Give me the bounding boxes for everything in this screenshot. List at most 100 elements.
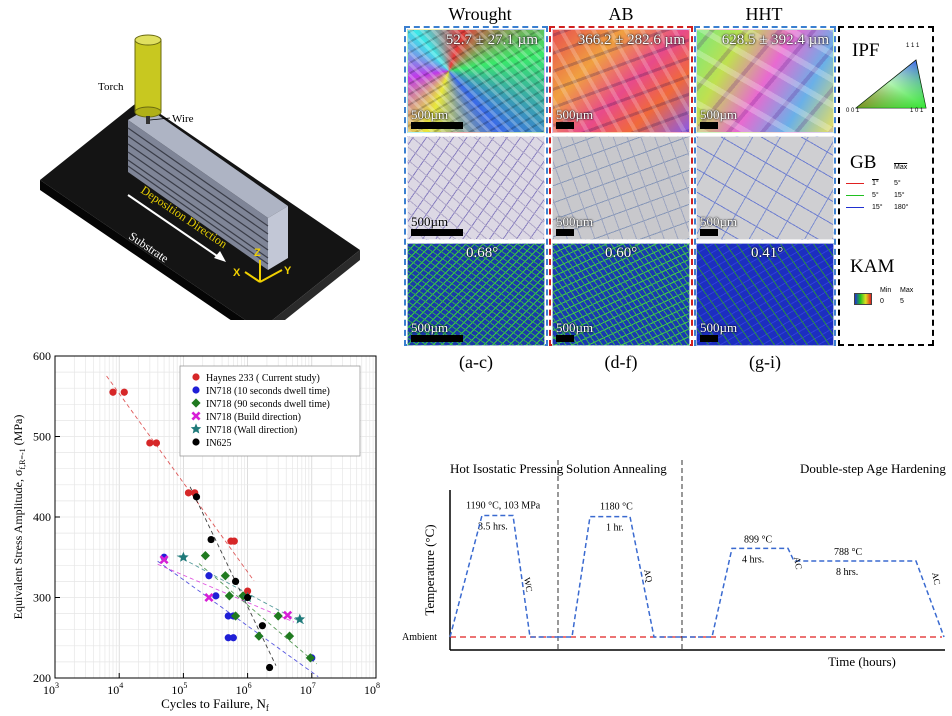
ipf-map-wrought: 52.7 ± 27.1 µm 500µm [407, 29, 545, 133]
ht-ambient-label: Ambient [402, 632, 437, 643]
ht-hip-temp: 1190 °C, 103 MPa [466, 500, 541, 511]
sn-data-point [273, 611, 283, 621]
ebsd-column-title-hht: HHT [745, 4, 783, 24]
kam-legend-title: KAM [850, 256, 895, 277]
ipf-map-hht: 628.5 ± 392.4 µm 500µm [696, 29, 834, 133]
sn-ytick-label: 400 [33, 510, 51, 524]
sn-legend-marker [191, 398, 201, 408]
gb-min-low: 1° [872, 179, 879, 187]
sn-data-point [178, 551, 189, 562]
sn-data-point [207, 535, 215, 544]
grain-size-hht: 628.5 ± 392.4 µm [721, 32, 829, 48]
ht-hip-cool: WC [522, 577, 534, 593]
sn-data-point [212, 592, 220, 600]
sn-data-point [254, 631, 264, 641]
scale-label: 500µm [700, 214, 738, 229]
sn-legend-marker [190, 423, 202, 434]
ht-profile-hip [449, 514, 558, 638]
sn-data-point [224, 591, 234, 601]
ht-age-hold2: 8 hrs. [836, 567, 858, 578]
wire-label: Wire [172, 113, 194, 125]
ebsd-column-title-ab: AB [608, 4, 634, 24]
scale-label: 500µm [411, 214, 449, 229]
ipf-corner-101: 1 0 1 [910, 108, 924, 114]
sn-ytick-label: 500 [33, 430, 51, 444]
sn-trend-line [189, 486, 277, 666]
axis-x-label: X [233, 267, 241, 279]
sn-data-point [220, 571, 230, 581]
ebsd-legend: IPF 0 0 1 1 0 1 1 1 1 GB Max 1° 5° 5° 15… [838, 26, 934, 346]
gb-map-hht: 500µm [696, 136, 834, 240]
sn-xtick-label: 107 [300, 681, 316, 697]
sn-legend-label: IN718 (10 seconds dwell time) [206, 386, 330, 397]
sn-data-point [244, 593, 252, 602]
gb-max-high: 180° [894, 203, 909, 211]
scale-label: 500µm [700, 320, 738, 335]
gb-legend-rows: 1° 5° 5° 15° 15° 180° [846, 177, 930, 213]
sn-data-point [204, 592, 214, 603]
kam-value-hht: 0.41° [751, 245, 784, 261]
ipf-legend-title: IPF [852, 40, 880, 61]
substrate-plate-side [272, 250, 360, 320]
sn-ytick-label: 600 [33, 349, 51, 363]
sn-legend-label: IN625 [206, 438, 232, 449]
sn-legend-label: IN718 (Build direction) [206, 412, 301, 423]
gb-swatch-low [846, 182, 864, 184]
ht-age-hold1: 4 hrs. [742, 554, 764, 565]
sn-data-point [229, 634, 237, 642]
kam-map-wrought: 0.68° 500µm [407, 243, 545, 346]
sn-data-point [146, 439, 154, 447]
sn-trend-line [198, 563, 318, 665]
gb-min-high: 15° [872, 203, 883, 211]
sn-data-point [192, 493, 201, 501]
sn-data-point [305, 653, 315, 663]
sn-legend-marker [192, 438, 200, 446]
caption-hht: (g-i) [749, 352, 781, 372]
waam-schematic: Torch Wire Deposition Direction Substrat… [40, 34, 360, 320]
kam-value-wrought: 0.68° [466, 245, 499, 261]
ht-stage-title: Double-step Age Hardening [800, 461, 946, 476]
kam-colorbar [854, 293, 872, 305]
ht-sa-hold: 1 hr. [606, 523, 624, 534]
scale-label: 500µm [556, 214, 594, 229]
sn-data-point [284, 631, 295, 641]
sn-trend-line [157, 560, 319, 678]
gb-max-mid: 15° [894, 191, 905, 199]
sn-legend-marker [192, 373, 200, 381]
sn-data-point [120, 388, 128, 396]
sn-data-point [244, 587, 252, 595]
kam-min-value: 0 [880, 298, 884, 305]
gb-max-low: 5° [894, 179, 901, 187]
ht-xlabel: Time (hours) [828, 654, 896, 669]
kam-map-ab: 0.60° 500µm [552, 243, 690, 346]
sn-data-point [294, 613, 306, 624]
sn-data-point [230, 537, 238, 545]
ht-stage-title: Hot Isostatic Pressing [450, 461, 564, 476]
sn-data-point [258, 622, 266, 630]
deposited-wall [127, 108, 288, 270]
scale-label: 500µm [411, 320, 449, 335]
caption-ab: (d-f) [604, 352, 638, 372]
ht-sa-cool: AQ [642, 568, 655, 583]
sn-data-point [152, 439, 161, 447]
gb-legend-title: GB [850, 152, 877, 173]
caption-wrought: (a-c) [459, 352, 493, 372]
sn-data-point [231, 577, 240, 585]
ht-stage-title: Solution Annealing [566, 461, 667, 476]
sn-xtick-label: 108 [364, 681, 380, 697]
sn-legend-marker [191, 411, 201, 421]
sn-ytick-label: 300 [33, 591, 51, 605]
axes-triad [244, 260, 283, 283]
sn-ytick-label: 200 [33, 671, 51, 685]
gb-map-wrought: 500µm [407, 136, 545, 240]
sn-legend-box [179, 365, 361, 457]
sn-data-point [224, 634, 232, 642]
scale-label: 500µm [556, 320, 594, 335]
sn-xtick-label: 106 [236, 681, 252, 697]
gb-swatch-high [846, 206, 864, 208]
sn-trend-line [157, 563, 295, 623]
ht-age-temp2: 788 °C [834, 547, 862, 558]
ipf-map-ab: 366.2 ± 282.6 µm 500µm [552, 29, 690, 133]
ht-sa-temp: 1180 °C [600, 502, 633, 513]
gb-min-mid: 5° [872, 191, 879, 199]
